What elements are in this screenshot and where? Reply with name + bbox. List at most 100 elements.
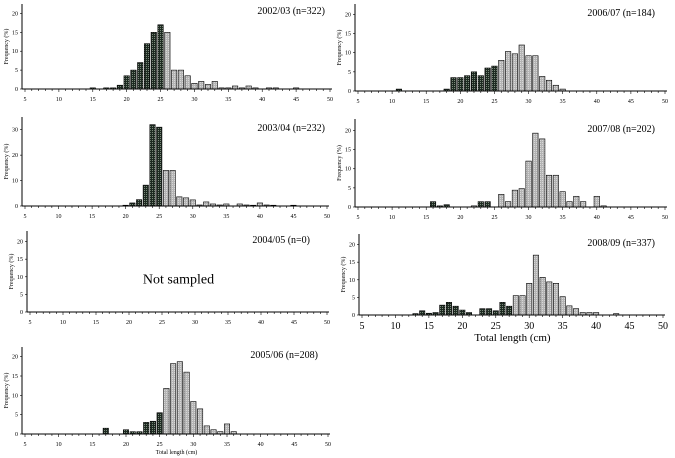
dark-bar	[102, 427, 109, 435]
x-tick-label: 25	[158, 97, 164, 103]
dark-bar	[156, 412, 163, 435]
y-tick-label: 5	[20, 292, 23, 298]
dark-bar	[445, 302, 452, 316]
x-tick-label: 15	[89, 442, 95, 448]
x-tick-label: 10	[56, 442, 62, 448]
x-tick-label: 5	[360, 321, 365, 332]
dark-bar	[457, 77, 464, 92]
x-tick-label: 45	[290, 214, 296, 220]
y-tick-label: 10	[345, 167, 351, 173]
light-bar	[545, 174, 553, 208]
y-tick-label: 0	[15, 432, 18, 438]
x-tick-label: 10	[56, 214, 62, 220]
y-tick-label: 15	[345, 148, 351, 154]
light-bar	[526, 283, 533, 316]
x-tick-label: 5	[24, 442, 27, 448]
light-bar	[580, 201, 587, 208]
light-bar	[190, 401, 197, 435]
x-tick-label: 10	[390, 321, 400, 332]
x-tick-label: 50	[658, 321, 668, 332]
light-bar	[511, 189, 518, 208]
panel-title: 2006/07 (n=184)	[587, 8, 655, 19]
dark-bar	[136, 199, 143, 207]
light-bar	[210, 429, 217, 435]
x-tick-label: 40	[259, 97, 265, 103]
light-bar	[183, 197, 190, 207]
dark-bar	[452, 305, 459, 316]
x-tick-label: 5	[357, 99, 360, 105]
light-bar	[177, 69, 184, 90]
light-bar	[169, 170, 176, 207]
dark-bar	[484, 201, 491, 208]
light-bar	[539, 138, 546, 208]
x-tick-label: 40	[257, 214, 263, 220]
y-tick-label: 20	[349, 243, 355, 249]
y-tick-label: 10	[345, 51, 351, 57]
x-tick-label: 30	[524, 321, 534, 332]
x-tick-label: 15	[90, 97, 96, 103]
dark-bar	[123, 429, 129, 435]
x-axis-label: Total length (cm)	[474, 332, 551, 344]
light-bar	[505, 51, 512, 92]
light-bar	[191, 83, 198, 90]
dark-bar	[484, 67, 491, 92]
x-tick-label: 5	[24, 97, 27, 103]
x-tick-label: 35	[558, 321, 568, 332]
x-axis-label: Total length (cm)	[156, 449, 198, 456]
y-tick-label: 10	[349, 278, 355, 284]
y-tick-label: 5	[15, 68, 18, 74]
y-tick-label: 20	[12, 355, 18, 361]
x-tick-label: 5	[24, 214, 27, 220]
dark-bar	[156, 126, 163, 207]
light-bar	[539, 277, 546, 316]
x-tick-label: 15	[89, 214, 95, 220]
dark-bar	[130, 69, 137, 90]
not-sampled-note: Not sampled	[143, 273, 214, 288]
x-tick-label: 20	[123, 442, 129, 448]
y-tick-label: 10	[17, 275, 23, 281]
x-tick-label: 35	[560, 215, 566, 221]
dark-bar	[149, 124, 156, 207]
x-tick-label: 10	[56, 97, 62, 103]
dark-bar	[459, 309, 466, 316]
dark-bar	[464, 75, 471, 92]
x-tick-label: 35	[560, 99, 566, 105]
light-bar	[559, 296, 566, 316]
y-tick-label: 0	[348, 205, 351, 211]
y-tick-label: 20	[345, 128, 351, 134]
light-bar	[498, 60, 505, 92]
light-bar	[170, 363, 177, 435]
panel-title: 2002/03 (n=322)	[257, 6, 325, 17]
light-bar	[189, 199, 196, 207]
light-bar	[198, 81, 205, 90]
dark-bar	[486, 308, 493, 316]
y-tick-label: 0	[15, 87, 18, 93]
light-bar	[573, 308, 580, 316]
x-tick-label: 40	[258, 320, 264, 326]
y-tick-label: 5	[352, 295, 355, 301]
x-tick-label: 20	[457, 215, 463, 221]
light-bar	[162, 170, 169, 207]
light-bar	[525, 160, 532, 208]
x-tick-label: 10	[389, 99, 395, 105]
x-tick-label: 10	[389, 215, 395, 221]
dark-bar	[149, 420, 156, 435]
x-tick-label: 45	[628, 99, 634, 105]
light-bar	[539, 76, 546, 92]
y-tick-label: 5	[348, 186, 351, 192]
y-tick-label: 15	[12, 374, 18, 380]
light-bar	[566, 305, 573, 316]
light-bar	[518, 44, 525, 92]
x-tick-label: 25	[156, 214, 162, 220]
dark-bar	[137, 62, 144, 90]
x-tick-label: 45	[625, 321, 635, 332]
y-axis-label: Frequency (%)	[3, 373, 10, 409]
dark-bar	[477, 201, 484, 208]
x-tick-label: 25	[491, 215, 497, 221]
x-tick-label: 30	[192, 320, 198, 326]
x-tick-label: 45	[291, 320, 297, 326]
x-tick-label: 50	[324, 320, 330, 326]
